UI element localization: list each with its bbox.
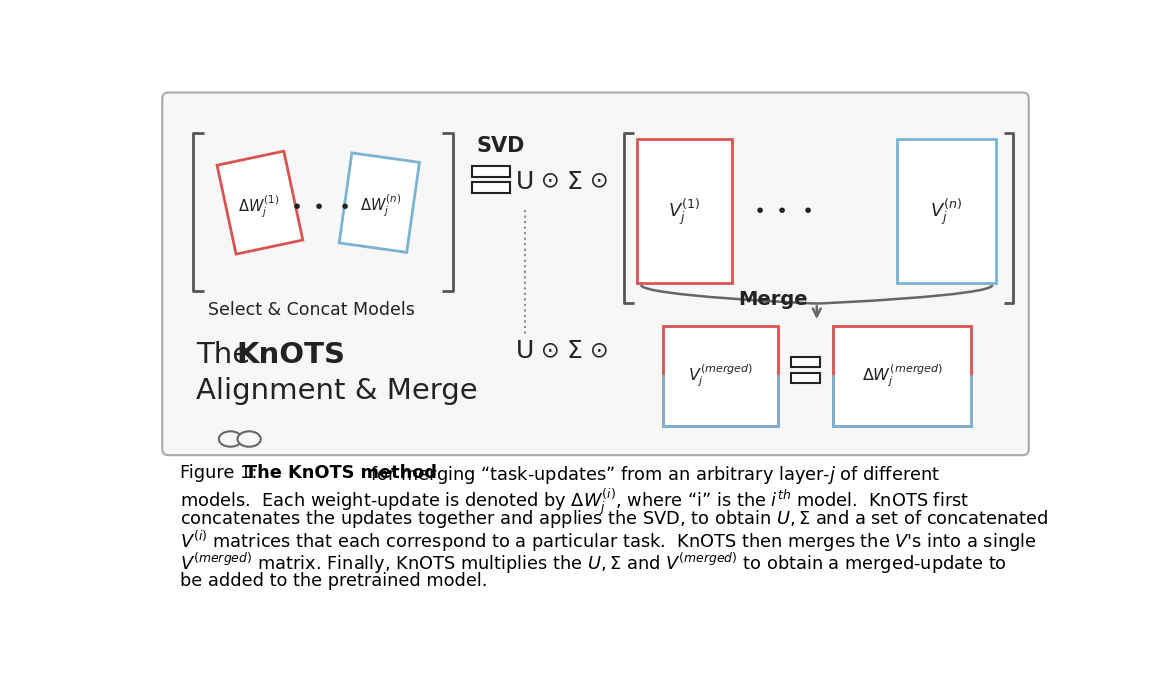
Bar — [664, 325, 777, 426]
Text: U: U — [516, 339, 535, 363]
Text: $V^{(i)}$ matrices that each correspond to a particular task.  KnOTS then merges: $V^{(i)}$ matrices that each correspond … — [180, 529, 1037, 555]
Text: for merging “task-updates” from an arbitrary layer-$j$ of different: for merging “task-updates” from an arbit… — [365, 464, 940, 486]
Text: $\odot$: $\odot$ — [589, 341, 608, 362]
Text: $\odot$: $\odot$ — [540, 341, 559, 362]
Bar — [791, 373, 820, 383]
Text: Figure 1:: Figure 1: — [180, 464, 258, 482]
FancyBboxPatch shape — [163, 92, 1028, 455]
Text: Merge: Merge — [738, 289, 808, 309]
Text: Alignment & Merge: Alignment & Merge — [195, 378, 478, 405]
Text: The KnOTS method: The KnOTS method — [245, 464, 437, 482]
Bar — [638, 139, 732, 283]
Text: $V^{(merged)}$ matrix. Finally, KnOTS multiplies the $U, \Sigma$ and $V^{(merged: $V^{(merged)}$ matrix. Finally, KnOTS mu… — [180, 550, 1007, 576]
Bar — [791, 357, 820, 367]
Text: $\odot$: $\odot$ — [540, 172, 559, 192]
Bar — [472, 182, 509, 193]
Text: $\bullet\ \bullet\ \bullet$: $\bullet\ \bullet\ \bullet$ — [753, 198, 812, 217]
Bar — [897, 139, 996, 283]
Text: The: The — [195, 341, 259, 369]
Text: models.  Each weight-update is denoted by $\Delta W_j^{(i)}$, where “i” is the $: models. Each weight-update is denoted by… — [180, 486, 969, 517]
Text: $\odot$: $\odot$ — [589, 172, 608, 192]
Text: SVD: SVD — [476, 135, 525, 155]
Text: KnOTS: KnOTS — [236, 341, 345, 369]
Text: $\Delta W_j^{(n)}$: $\Delta W_j^{(n)}$ — [360, 192, 401, 219]
Text: concatenates the updates together and applies the SVD, to obtain $U, \Sigma$ and: concatenates the updates together and ap… — [180, 507, 1048, 530]
Text: Select & Concat Models: Select & Concat Models — [208, 301, 415, 319]
Polygon shape — [339, 153, 419, 253]
Text: $\Sigma$: $\Sigma$ — [566, 339, 582, 363]
Text: $\bullet\ \bullet\ \bullet$: $\bullet\ \bullet\ \bullet$ — [290, 196, 350, 214]
Text: $\Sigma$: $\Sigma$ — [566, 170, 582, 194]
Text: $V_j^{(1)}$: $V_j^{(1)}$ — [668, 196, 701, 226]
Bar — [833, 325, 971, 426]
Text: $V_j^{(n)}$: $V_j^{(n)}$ — [931, 196, 963, 226]
Ellipse shape — [218, 431, 242, 447]
Bar — [472, 167, 509, 177]
Polygon shape — [217, 151, 303, 254]
Text: $V_j^{(merged)}$: $V_j^{(merged)}$ — [688, 362, 753, 389]
Text: be added to the pretrained model.: be added to the pretrained model. — [180, 573, 488, 590]
Text: $\Delta W_j^{(1)}$: $\Delta W_j^{(1)}$ — [238, 193, 279, 220]
Ellipse shape — [237, 431, 260, 447]
Text: $\Delta W_j^{(merged)}$: $\Delta W_j^{(merged)}$ — [862, 362, 944, 389]
Text: U: U — [516, 170, 535, 194]
